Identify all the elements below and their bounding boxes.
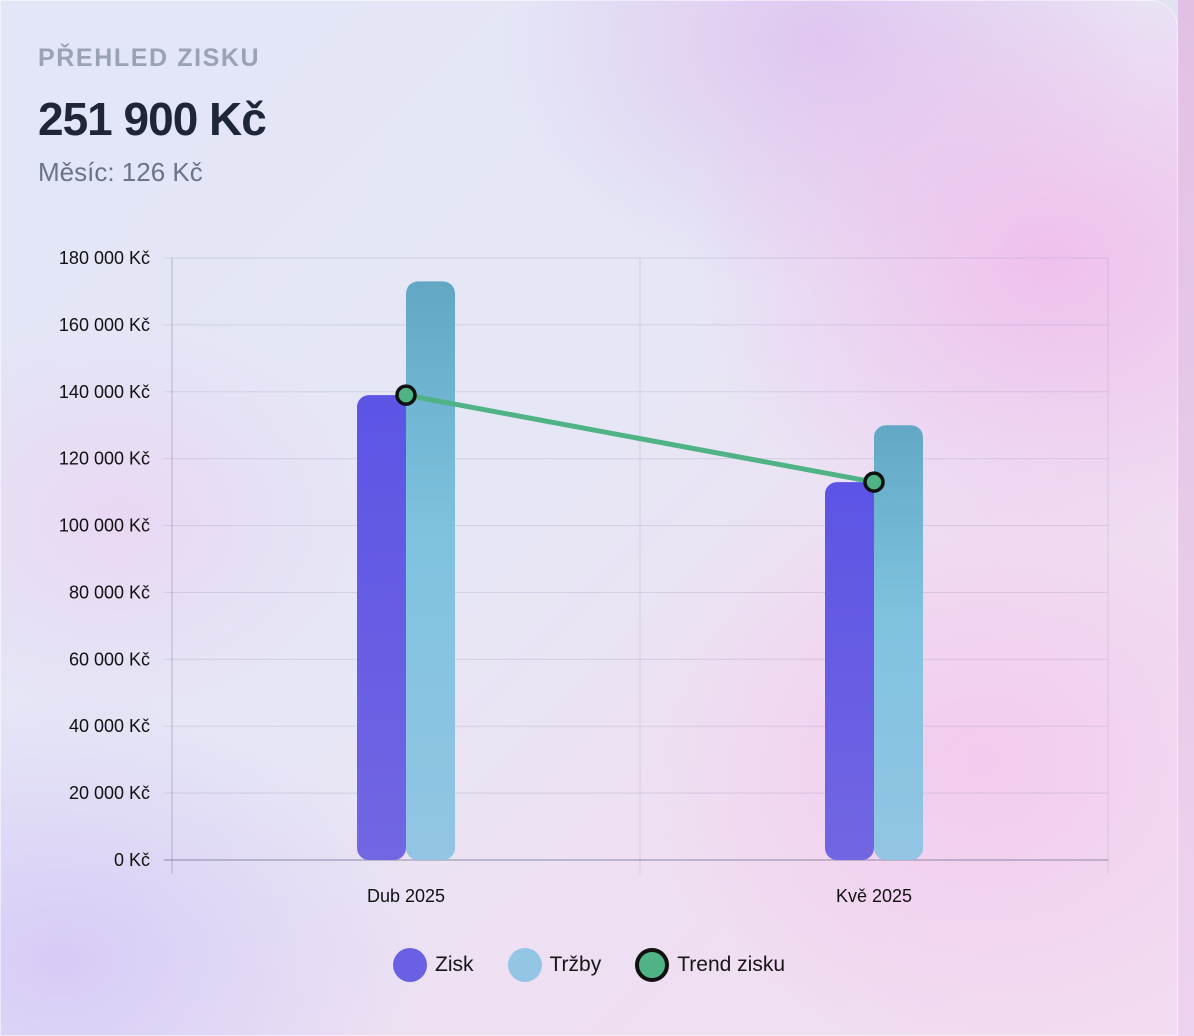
- trzby-bar: [874, 425, 923, 860]
- y-tick-label: 40 000 Kč: [69, 716, 150, 736]
- trzby-swatch-icon: [507, 948, 542, 982]
- y-tick-label: 0 Kč: [114, 850, 150, 870]
- trend-line-layer: [395, 384, 885, 493]
- chart-bars: [357, 281, 923, 860]
- legend-label: Zisk: [435, 953, 474, 976]
- x-tick-label: Kvě 2025: [836, 886, 912, 906]
- trend-line: [403, 392, 877, 485]
- legend-item-trend[interactable]: Trend zisku: [635, 948, 785, 982]
- trend-point: [863, 471, 885, 493]
- zisk-swatch-icon: [393, 948, 427, 982]
- y-tick-label: 140 000 Kč: [59, 382, 150, 402]
- trend-point: [395, 384, 417, 406]
- y-tick-label: 120 000 Kč: [59, 449, 150, 469]
- card-edge: [1178, 0, 1194, 1036]
- legend-item-zisk[interactable]: Zisk: [393, 948, 474, 982]
- chart-legend: Zisk Tržby Trend zisku: [0, 948, 1178, 982]
- card-eyebrow: PŘEHLED ZISKU: [38, 44, 261, 72]
- zisk-bar: [357, 395, 406, 860]
- trzby-bar: [406, 281, 455, 860]
- monthly-profit-text: Měsíc: 126 Kč: [38, 157, 203, 187]
- chart-grid: [164, 257, 1109, 874]
- y-tick-label: 100 000 Kč: [59, 516, 150, 536]
- x-axis-ticks: Dub 2025 Kvě 2025: [367, 886, 912, 906]
- legend-item-trzby[interactable]: Tržby: [507, 948, 602, 982]
- profit-chart: 0 Kč 20 000 Kč 40 000 Kč 60 000 Kč 80 000 Kč…: [59, 248, 1109, 906]
- y-tick-label: 20 000 Kč: [69, 783, 150, 803]
- x-tick-label: Dub 2025: [367, 886, 445, 906]
- y-tick-label: 160 000 Kč: [59, 315, 150, 335]
- y-tick-label: 60 000 Kč: [69, 649, 150, 669]
- y-tick-label: 80 000 Kč: [69, 582, 150, 602]
- legend-label: Tržby: [549, 953, 602, 976]
- legend-label: Trend zisku: [677, 953, 785, 976]
- trend-swatch-icon: [635, 948, 670, 982]
- y-axis-ticks: 0 Kč 20 000 Kč 40 000 Kč 60 000 Kč 80 000 Kč…: [59, 248, 150, 870]
- y-tick-label: 180 000 Kč: [59, 248, 150, 268]
- zisk-bar: [825, 482, 874, 860]
- total-profit-value: 251 900 Kč: [38, 93, 267, 145]
